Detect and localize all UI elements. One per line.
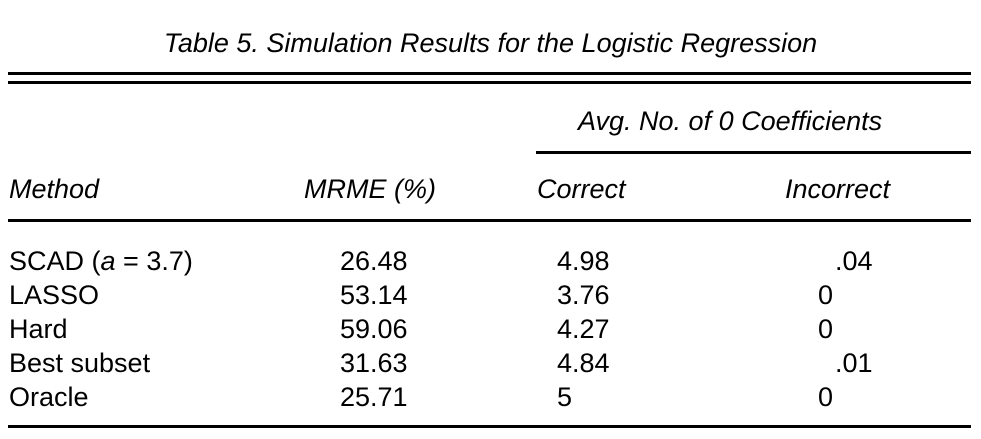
cell-correct: 4.27 — [557, 314, 610, 344]
header-rule — [8, 219, 971, 222]
cell-incorrect: 0 — [818, 280, 834, 310]
top-rule-2 — [8, 81, 971, 84]
header-correct: Correct — [537, 174, 626, 204]
cell-method: LASSO — [9, 280, 100, 310]
cell-mrme: 53.14 — [340, 280, 408, 310]
cell-method: Oracle — [9, 382, 89, 412]
top-rule-1 — [8, 72, 971, 75]
cell-mrme: 25.71 — [340, 382, 408, 412]
cell-correct: 3.76 — [557, 280, 610, 310]
header-incorrect: Incorrect — [785, 174, 891, 204]
cell-incorrect: 0 — [818, 382, 834, 412]
cell-incorrect: .01 — [835, 348, 873, 378]
cell-mrme: 31.63 — [340, 348, 408, 378]
table-caption: Table 5. Simulation Results for the Logi… — [163, 28, 818, 58]
cell-correct: 5 — [557, 382, 573, 412]
cell-correct: 4.84 — [557, 348, 610, 378]
cell-method: Best subset — [9, 348, 151, 378]
variable-a: a — [100, 246, 116, 276]
header-mrme: MRME (%) — [304, 174, 436, 204]
cell-incorrect: 0 — [818, 314, 834, 344]
cell-mrme: 26.48 — [340, 246, 408, 276]
header-method: Method — [9, 174, 100, 204]
cell-mrme: 59.06 — [340, 314, 408, 344]
cell-method: Hard — [9, 314, 68, 344]
cell-correct: 4.98 — [557, 246, 610, 276]
group-header: Avg. No. of 0 Coefficients — [578, 106, 883, 136]
cell-incorrect: .04 — [835, 246, 873, 276]
group-header-rule — [536, 151, 971, 154]
bottom-rule — [8, 425, 971, 428]
cell-method: SCAD (a = 3.7) — [9, 246, 193, 276]
